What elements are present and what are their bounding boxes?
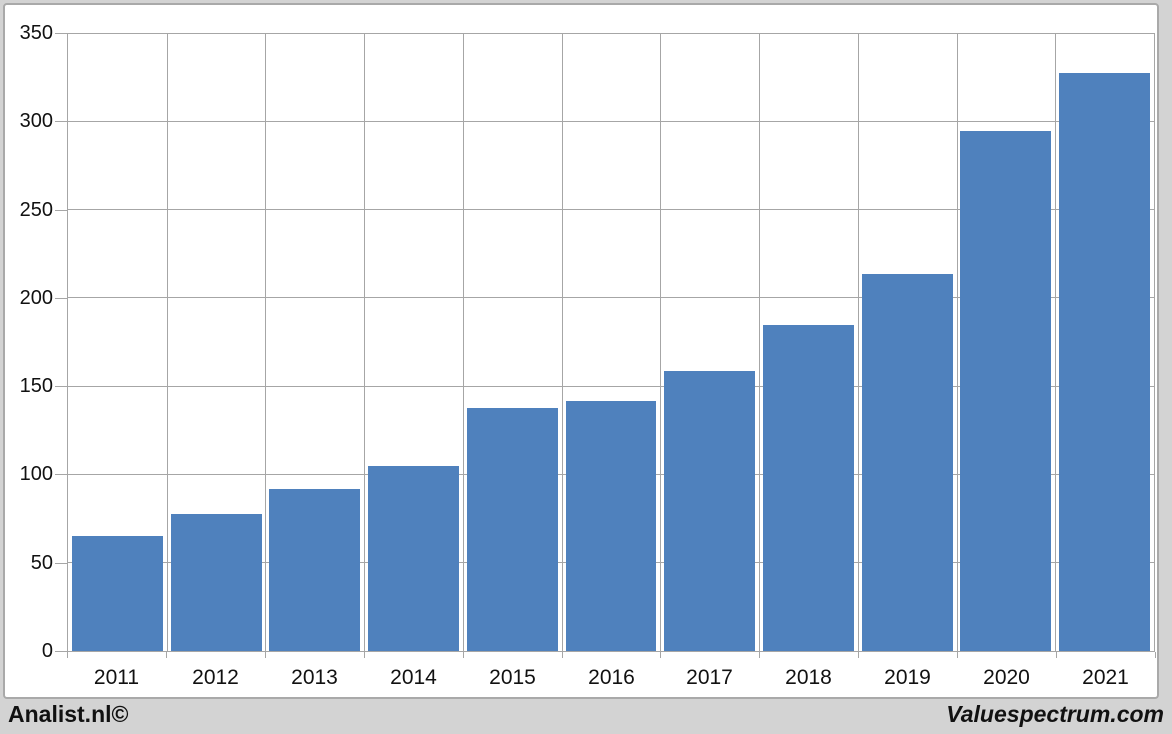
x-tick — [562, 652, 563, 658]
x-tick-label: 2018 — [785, 666, 832, 689]
x-tick-label: 2012 — [192, 666, 239, 689]
bar-2021 — [1059, 72, 1151, 651]
y-tick — [55, 386, 67, 387]
bar-2016 — [565, 400, 657, 651]
bar-2015 — [466, 407, 558, 651]
x-tick-label: 2020 — [983, 666, 1030, 689]
y-tick-label: 350 — [19, 22, 53, 44]
bar-2020 — [960, 130, 1052, 651]
bar-2019 — [861, 273, 953, 651]
x-tick — [858, 652, 859, 658]
plot-area — [67, 33, 1155, 652]
y-tick-label: 50 — [30, 552, 53, 574]
y-tick — [55, 563, 67, 564]
x-tick — [957, 652, 958, 658]
chart-frame: 0 50 100 150 200 250 300 350 2011 2012 2013 2014 20… — [3, 3, 1159, 699]
y-tick — [55, 298, 67, 299]
x-tick-label: 2021 — [1082, 666, 1129, 689]
x-tick — [463, 652, 464, 658]
x-grid-line — [364, 34, 366, 651]
x-tick-label: 2017 — [686, 666, 733, 689]
x-tick-label: 2011 — [93, 666, 140, 689]
y-tick — [55, 33, 67, 34]
y-tick-label: 0 — [41, 640, 53, 662]
y-grid-line — [68, 385, 1154, 387]
y-tick — [55, 474, 67, 475]
x-tick — [166, 652, 167, 658]
bar-2012 — [170, 513, 262, 651]
x-grid-line — [857, 34, 859, 651]
x-grid-line — [462, 34, 464, 651]
x-grid-line — [660, 34, 662, 651]
y-tick — [55, 121, 67, 122]
bar-2011 — [71, 536, 163, 651]
x-tick — [759, 652, 760, 658]
y-grid-line — [68, 209, 1154, 211]
y-tick-label: 200 — [19, 287, 53, 309]
x-grid-line — [956, 34, 958, 651]
x-grid-line — [1055, 34, 1057, 651]
x-tick — [1056, 652, 1057, 658]
y-tick-label: 100 — [19, 463, 53, 485]
bar-2013 — [269, 488, 361, 651]
y-tick-label: 250 — [19, 199, 53, 221]
bar-2018 — [763, 324, 854, 651]
x-tick — [1155, 652, 1156, 658]
y-tick-label: 150 — [19, 375, 53, 397]
bar-2017 — [664, 370, 756, 651]
y-tick-label: 300 — [19, 110, 53, 132]
x-tick — [364, 652, 365, 658]
x-tick-label: 2016 — [588, 666, 635, 689]
x-tick-label: 2019 — [884, 666, 931, 689]
x-tick — [67, 652, 68, 658]
y-tick — [55, 651, 67, 652]
y-grid-line — [68, 121, 1154, 123]
x-grid-line — [759, 34, 761, 651]
x-tick-label: 2014 — [390, 666, 437, 689]
footer-right-brand: Valuespectrum.com — [946, 701, 1164, 727]
x-tick-label: 2015 — [489, 666, 536, 689]
bar-2014 — [368, 465, 459, 651]
y-tick — [55, 210, 67, 211]
x-tick — [265, 652, 266, 658]
x-grid-line — [561, 34, 563, 651]
x-grid-line — [166, 34, 168, 651]
x-tick-label: 2013 — [291, 666, 338, 689]
footer: Analist.nl© Valuespectrum.com — [0, 699, 1172, 734]
footer-left-brand: Analist.nl© — [8, 701, 129, 727]
x-tick — [660, 652, 661, 658]
y-grid-line — [68, 297, 1154, 299]
x-grid-line — [265, 34, 267, 651]
